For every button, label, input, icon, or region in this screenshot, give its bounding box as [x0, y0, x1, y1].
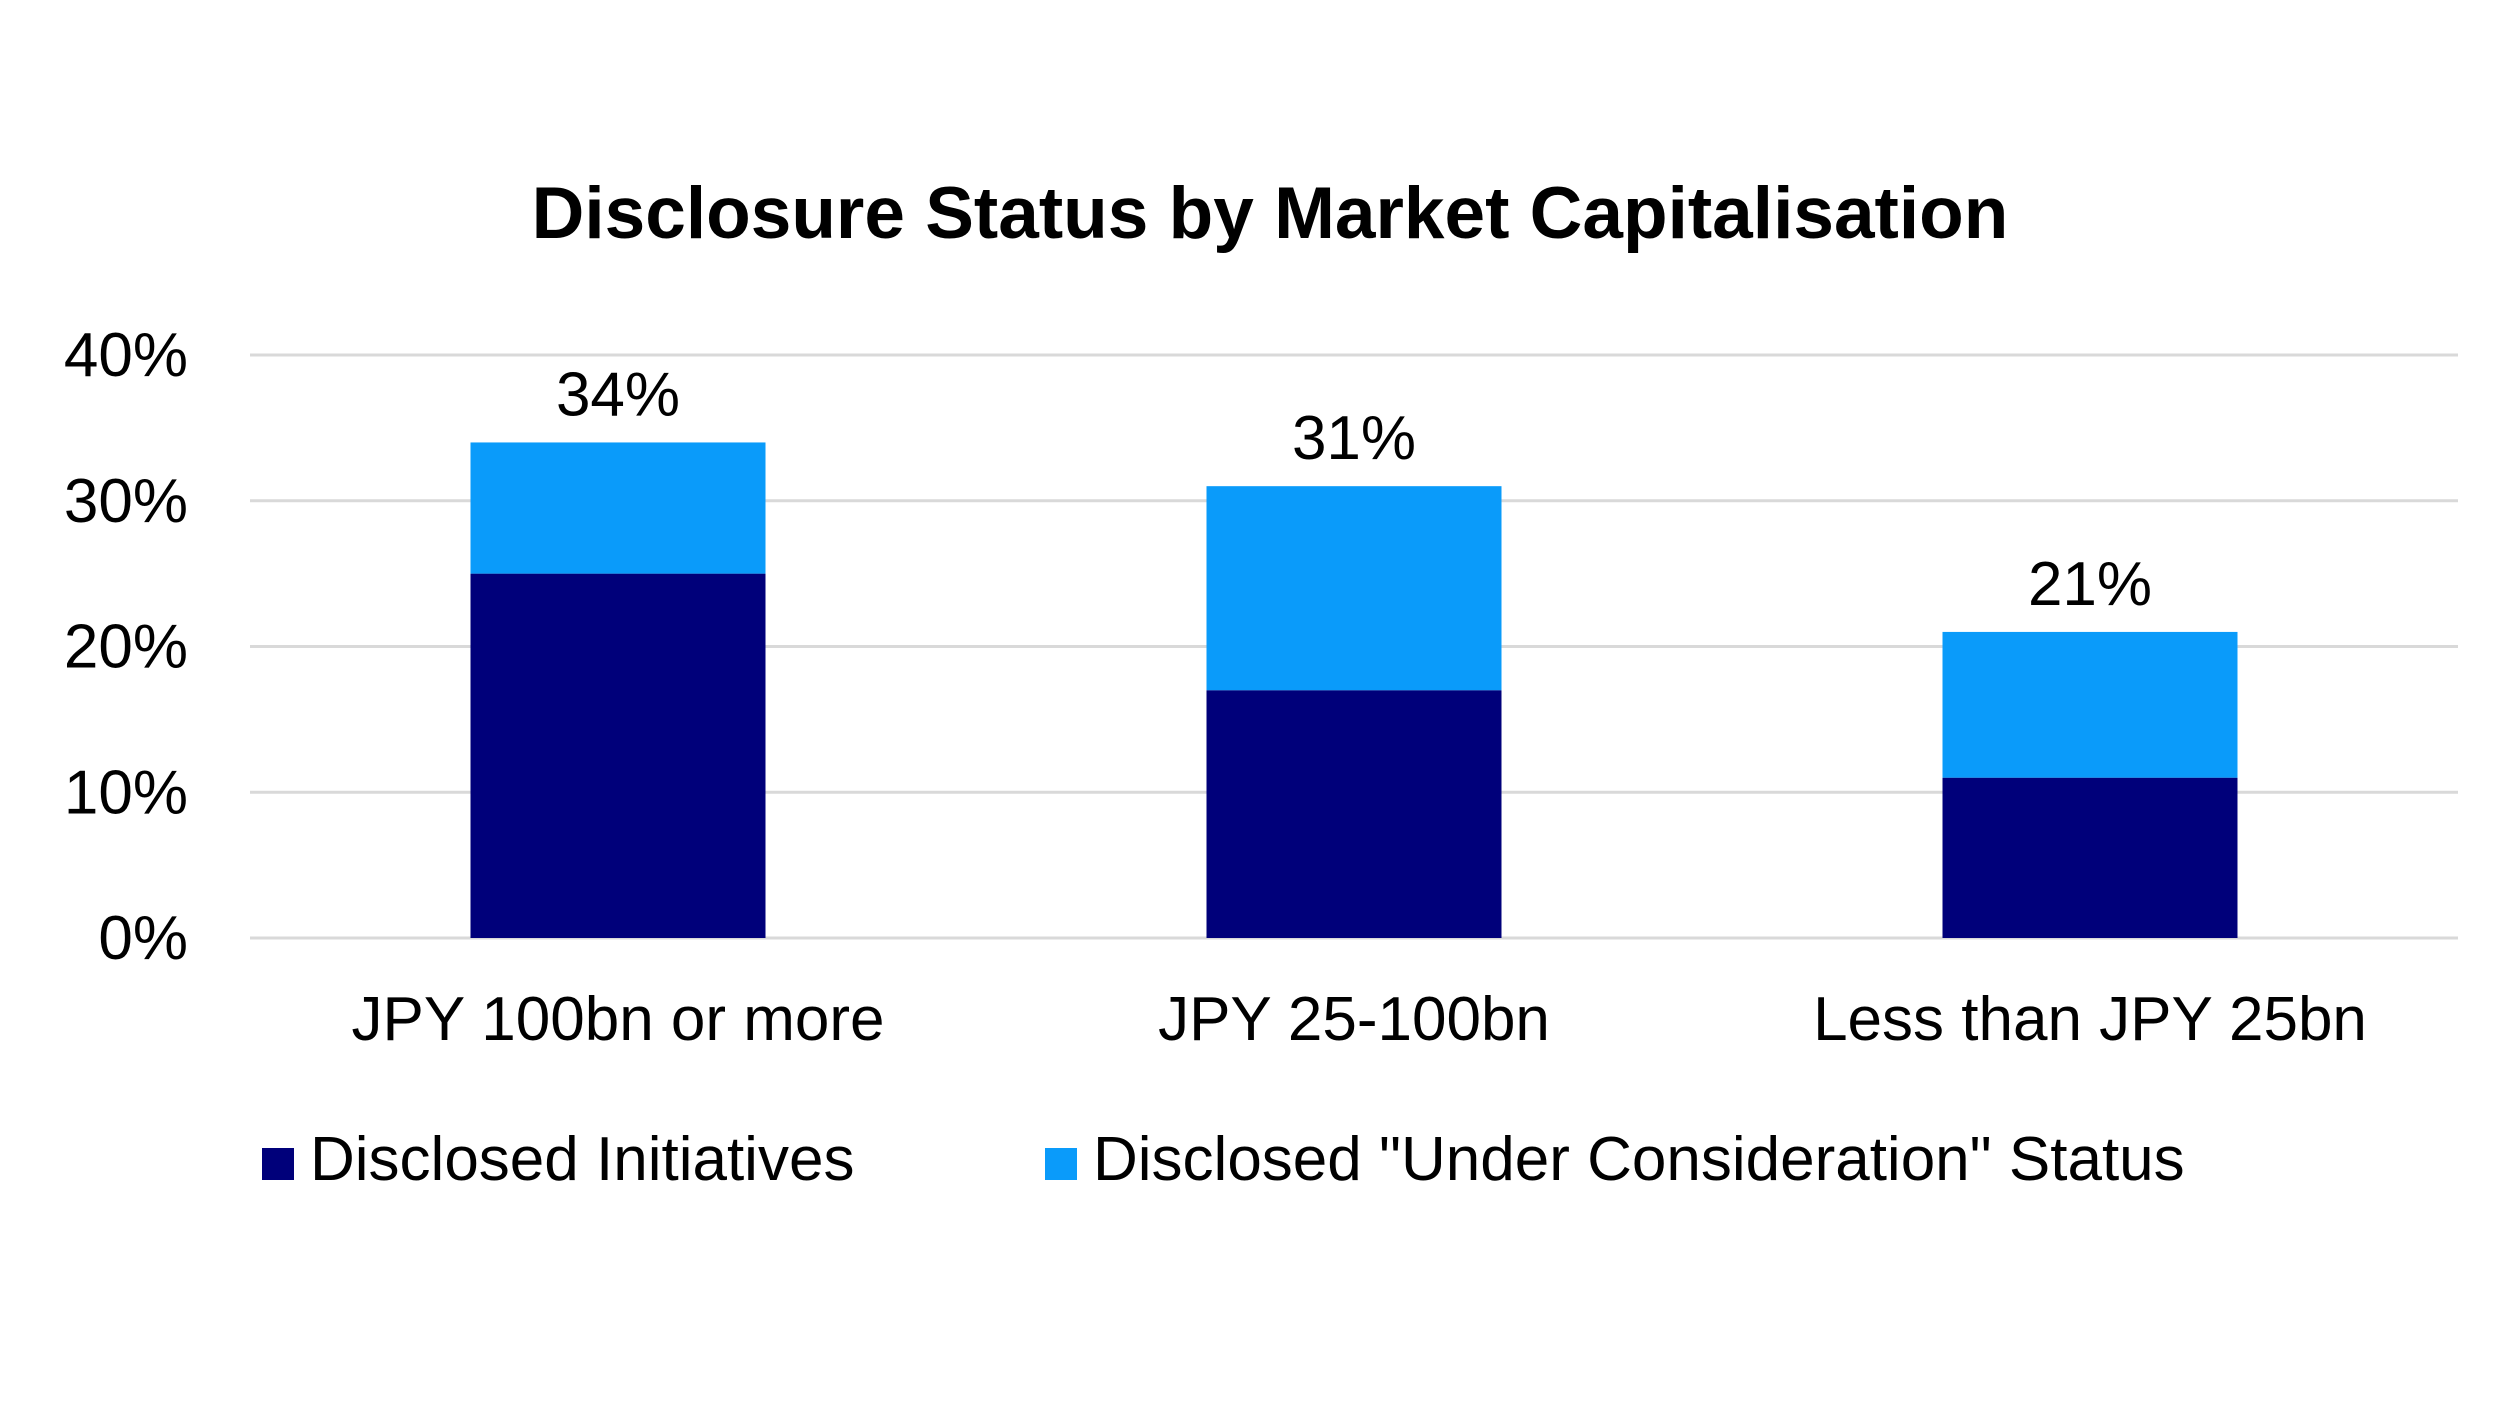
- y-tick-label: 20%: [64, 613, 188, 682]
- bar-segment-disclosed-initiatives: [1942, 777, 2238, 938]
- legend: Disclosed Initiatives Disclosed "Under Co…: [262, 1125, 2185, 1194]
- legend-label: Disclosed Initiatives: [310, 1125, 854, 1194]
- bar-segment-under-consideration: [470, 442, 766, 574]
- y-tick-label: 0%: [98, 904, 188, 973]
- y-tick-label: 40%: [64, 321, 188, 390]
- legend-swatch: [262, 1148, 294, 1180]
- bar-total-label: 31%: [1292, 404, 1416, 473]
- x-category-label: Less than JPY 25bn: [1813, 985, 2367, 1054]
- y-tick-label: 10%: [64, 758, 188, 827]
- bar-segment-disclosed-initiatives: [1206, 690, 1502, 938]
- chart-title: Disclosure Status by Market Capitalisati…: [532, 173, 2009, 254]
- bars: [470, 442, 2238, 938]
- legend-swatch: [1045, 1148, 1077, 1180]
- x-category-label: JPY 100bn or more: [351, 985, 884, 1054]
- legend-label: Disclosed "Under Consideration" Status: [1093, 1125, 2185, 1194]
- x-category-label: JPY 25-100bn: [1158, 985, 1550, 1054]
- x-axis-category-labels: JPY 100bn or more JPY 25-100bn Less than J…: [351, 985, 2366, 1054]
- bar-total-label: 21%: [2028, 550, 2152, 619]
- bar-total-label: 34%: [556, 360, 680, 429]
- total-labels: 34% 31% 21%: [556, 360, 2152, 618]
- y-axis-tick-labels: 0% 10% 20% 30% 40%: [64, 321, 188, 973]
- bar-segment-disclosed-initiatives: [470, 573, 766, 938]
- bar-segment-under-consideration: [1942, 631, 2238, 778]
- y-tick-label: 30%: [64, 467, 188, 536]
- bar-segment-under-consideration: [1206, 486, 1502, 691]
